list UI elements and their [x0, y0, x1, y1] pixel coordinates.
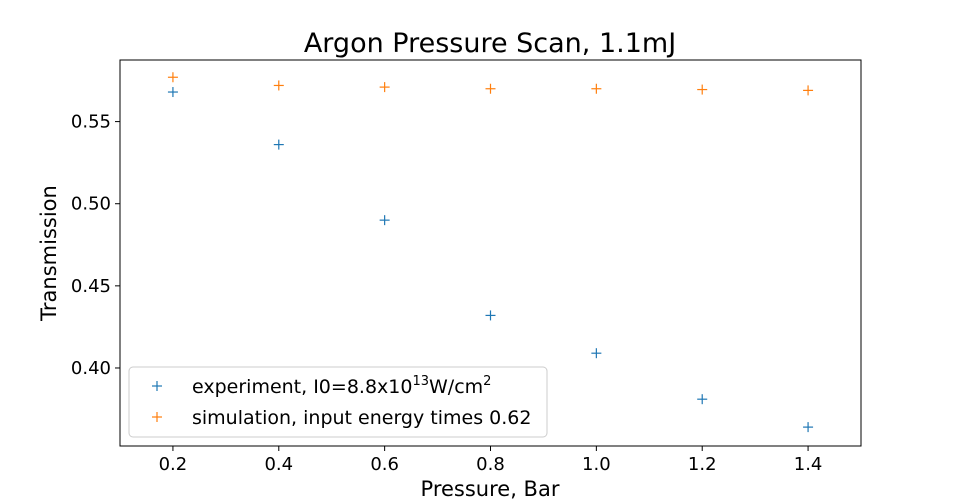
simulation-point	[379, 82, 390, 93]
simulation-point	[591, 83, 602, 94]
legend-label-experiment-unit-exponent: 2	[483, 374, 491, 389]
y-tick-label: 0.50	[71, 194, 111, 215]
simulation-point	[485, 83, 496, 94]
x-axis-label: Pressure, Bar	[421, 477, 560, 501]
experiment-point	[485, 310, 496, 321]
x-tick-label: 1.4	[794, 454, 823, 475]
legend-label-experiment-unit: W/cm	[429, 376, 483, 398]
legend-label-experiment-prefix: experiment, I0=8.8x10	[192, 376, 412, 398]
experiment-point	[697, 394, 708, 405]
x-tick-label: 1.2	[688, 454, 717, 475]
legend: experiment, I0=8.8x1013W/cm2 simulation,…	[128, 366, 548, 438]
simulation-point	[697, 84, 708, 95]
legend-label-simulation: simulation, input energy times 0.62	[192, 407, 531, 429]
y-axis-ticks: 0.40 0.45 0.50 0.55	[71, 112, 120, 379]
experiment-point	[167, 87, 178, 98]
experiment-point	[379, 215, 390, 226]
plot-marks	[167, 72, 814, 433]
experiment-point	[273, 139, 284, 150]
legend-marker-experiment	[152, 381, 162, 391]
x-tick-label: 0.8	[476, 454, 505, 475]
legend-box	[128, 366, 548, 438]
legend-label-experiment-exponent: 13	[412, 374, 429, 389]
x-tick-label: 1.0	[582, 454, 611, 475]
y-tick-label: 0.40	[71, 358, 111, 379]
simulation-point	[803, 85, 814, 96]
y-tick-label: 0.45	[71, 276, 111, 297]
x-axis-ticks: 0.2 0.4 0.6 0.8 1.0 1.2 1.4	[159, 446, 823, 475]
x-tick-label: 0.4	[264, 454, 293, 475]
legend-marker-simulation	[152, 412, 162, 422]
simulation-point	[167, 72, 178, 83]
x-tick-label: 0.6	[370, 454, 399, 475]
legend-label-experiment: experiment, I0=8.8x1013W/cm2	[192, 374, 491, 398]
y-tick-label: 0.55	[71, 112, 111, 133]
y-axis-label: Transmission	[37, 185, 61, 322]
experiment-point	[803, 422, 814, 433]
x-tick-label: 0.2	[159, 454, 188, 475]
chart-title: Argon Pressure Scan, 1.1mJ	[304, 28, 676, 59]
experiment-point	[591, 348, 602, 359]
simulation-point	[273, 80, 284, 91]
